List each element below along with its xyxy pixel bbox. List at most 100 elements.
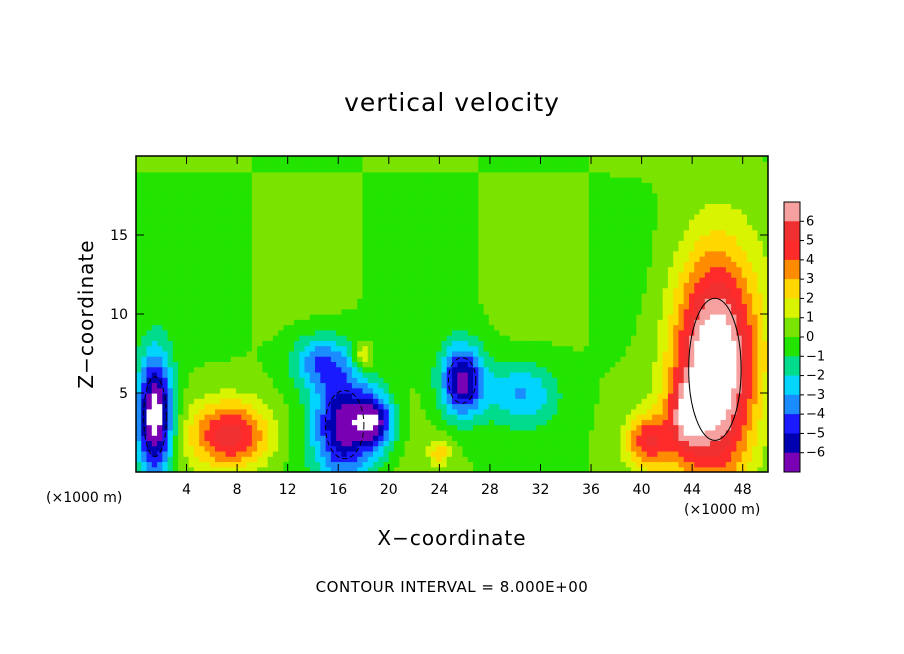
field-cell (351, 324, 358, 331)
field-cell (562, 393, 569, 399)
field-cell (309, 314, 316, 320)
field-cell (167, 340, 174, 347)
field-cell (478, 182, 485, 189)
field-cell (315, 398, 321, 405)
field-cell (462, 450, 469, 457)
field-cell (509, 235, 516, 241)
field-cell (351, 303, 358, 310)
field-cell (452, 440, 458, 447)
field-cell (209, 408, 216, 415)
field-cell (341, 314, 348, 320)
field-cell (394, 414, 400, 420)
field-cell (299, 461, 306, 468)
field-cell (136, 345, 142, 352)
field-cell (388, 203, 395, 210)
field-cell (415, 340, 421, 347)
field-cell (531, 429, 537, 436)
field-cell (536, 156, 543, 162)
field-cell (193, 445, 200, 452)
field-cell (151, 461, 158, 468)
field-cell (172, 461, 179, 468)
field-cell (225, 387, 232, 394)
field-cell (309, 266, 316, 273)
field-cell (373, 166, 379, 173)
field-cell (373, 314, 379, 320)
field-cell (199, 213, 206, 220)
field-cell (488, 419, 495, 426)
field-cell (320, 298, 327, 305)
field-cell (494, 429, 500, 436)
field-cell (473, 461, 479, 468)
field-cell (283, 461, 290, 468)
field-cell (436, 271, 443, 278)
field-cell (404, 371, 411, 378)
field-cell (336, 345, 342, 352)
field-cell (531, 414, 537, 420)
field-cell (415, 161, 421, 168)
field-cell (336, 161, 342, 168)
field-cell (320, 303, 327, 310)
field-cell (346, 235, 353, 241)
field-cell (136, 456, 142, 463)
field-cell (251, 229, 258, 236)
field-cell (257, 256, 263, 262)
field-cell (504, 177, 511, 183)
field-cell (188, 303, 195, 310)
field-cell (383, 282, 390, 289)
field-cell (562, 466, 569, 472)
field-cell (373, 287, 379, 294)
field-cell (483, 161, 490, 168)
field-cell (378, 266, 385, 273)
field-cell (357, 224, 364, 231)
field-cell (430, 277, 437, 283)
field-cell (225, 324, 232, 331)
field-cell (336, 156, 342, 162)
field-cell (525, 314, 532, 320)
field-cell (383, 382, 390, 389)
field-cell (278, 229, 285, 236)
field-cell (457, 408, 464, 415)
field-cell (420, 256, 427, 262)
field-cell (346, 340, 353, 347)
field-cell (520, 335, 527, 341)
field-cell (541, 377, 548, 384)
field-cell (462, 419, 469, 426)
field-cell (399, 287, 406, 294)
field-cell (236, 219, 242, 226)
field-cell (531, 250, 537, 257)
field-cell (467, 266, 474, 273)
field-cell (172, 387, 179, 394)
field-cell (146, 356, 153, 362)
field-cell (399, 461, 406, 468)
field-cell (209, 287, 216, 294)
field-cell (241, 429, 248, 436)
field-cell (462, 319, 469, 326)
field-cell (452, 324, 458, 331)
field-cell (220, 177, 227, 183)
field-cell (220, 182, 227, 189)
field-cell (457, 424, 464, 431)
field-cell (178, 403, 184, 410)
field-cell (162, 245, 169, 252)
field-cell (272, 456, 279, 463)
field-cell (462, 235, 469, 241)
field-cell (546, 435, 553, 441)
field-cell (136, 387, 142, 394)
field-cell (546, 229, 553, 236)
field-cell (188, 450, 195, 457)
field-cell (531, 456, 537, 463)
field-cell (141, 393, 148, 399)
field-cell (193, 335, 200, 341)
field-cell (188, 356, 195, 362)
field-cell (573, 440, 579, 447)
field-cell (157, 161, 163, 168)
field-cell (488, 414, 495, 420)
field-cell (515, 213, 522, 220)
field-cell (220, 171, 227, 178)
field-cell (183, 229, 190, 236)
field-cell (394, 456, 400, 463)
field-cell (251, 377, 258, 384)
field-cell (288, 424, 295, 431)
field-cell (467, 419, 474, 426)
field-cell (325, 382, 332, 389)
